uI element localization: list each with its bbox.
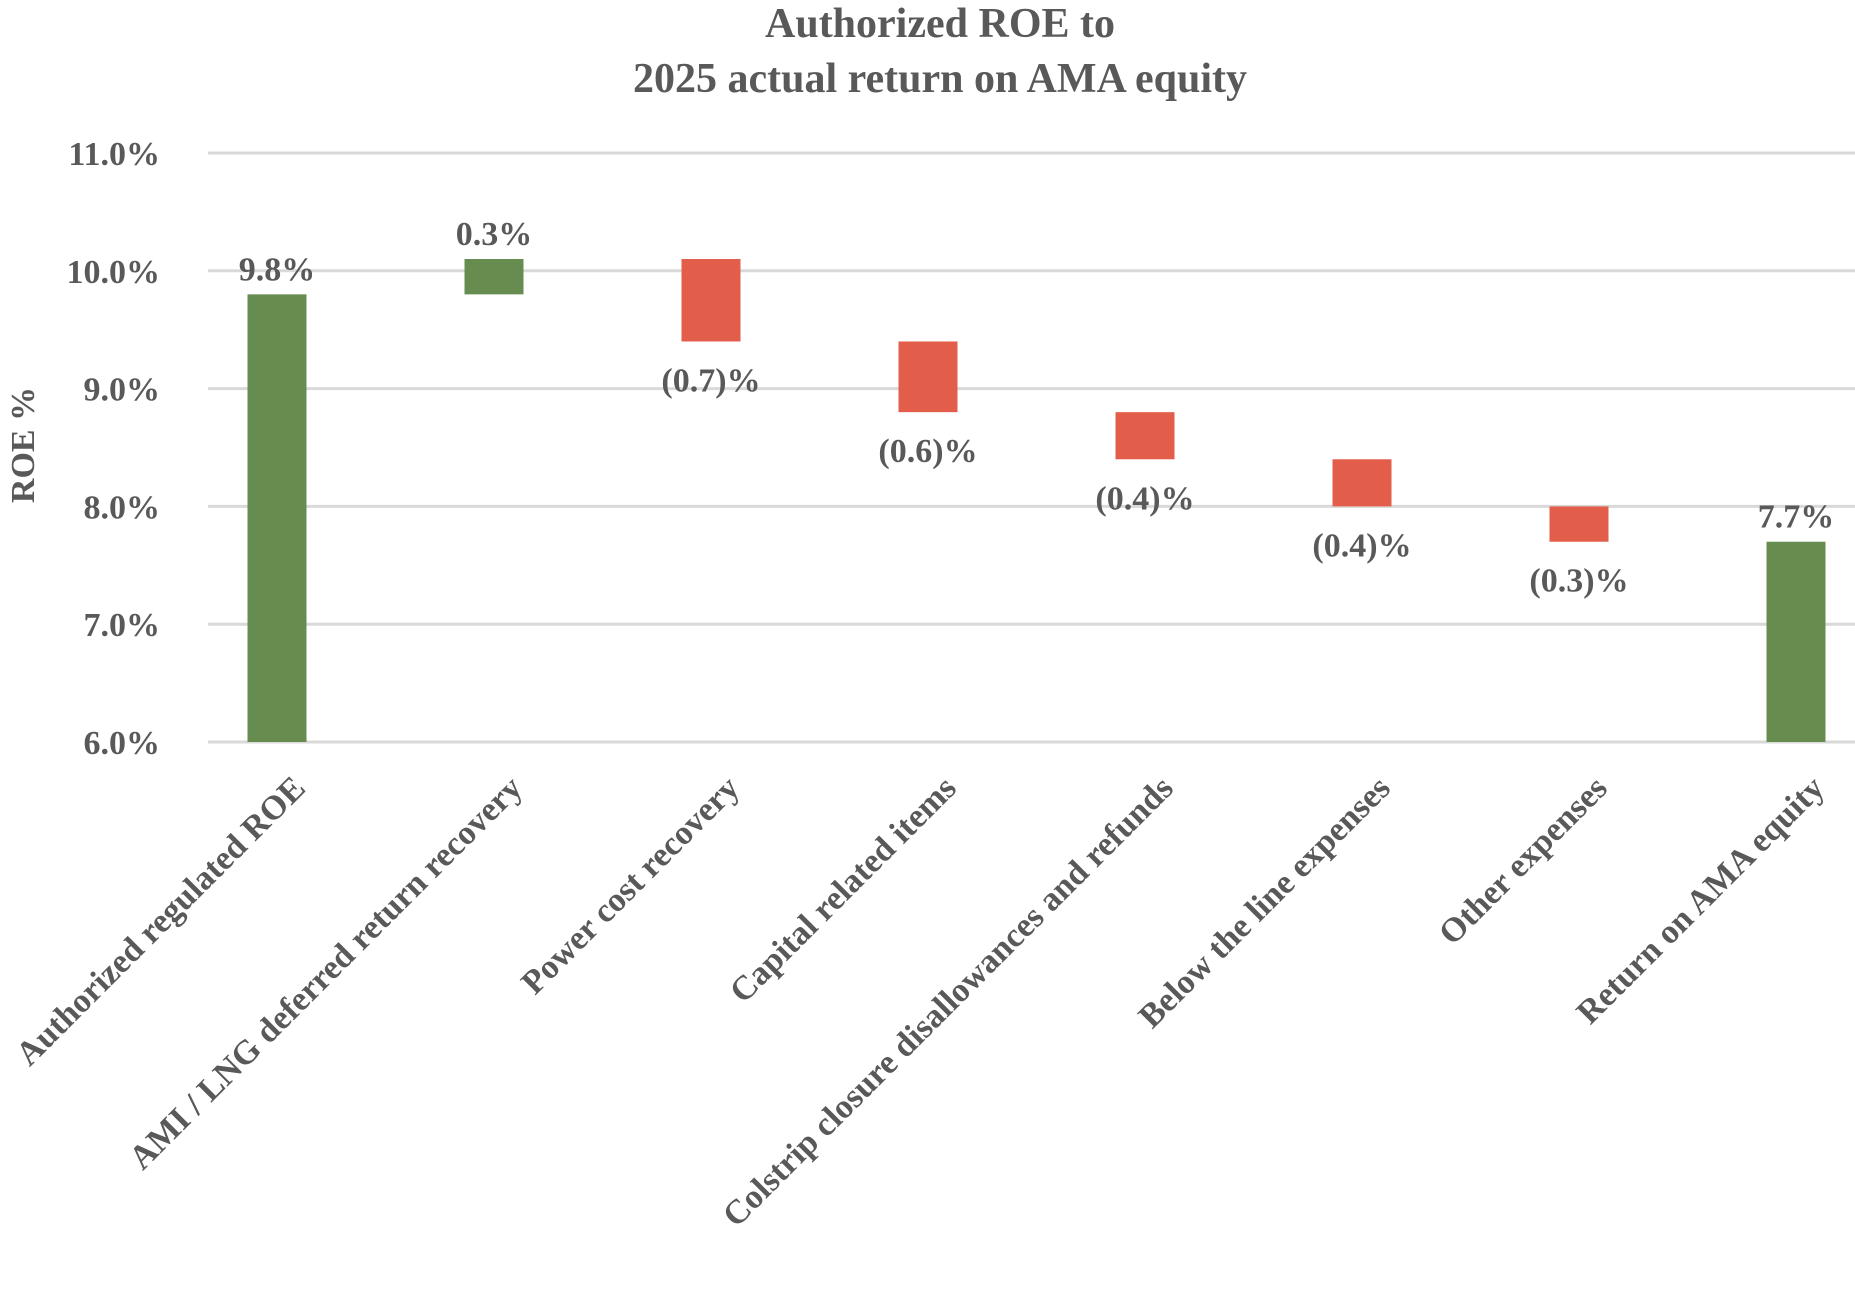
data-label: (0.4)% (1095, 480, 1194, 517)
data-label: (0.4)% (1312, 527, 1411, 564)
y-tick-label: 9.0% (84, 372, 161, 409)
data-label: 0.3% (456, 216, 533, 253)
chart-title-line-1: Authorized ROE to (765, 1, 1115, 47)
decrease-bar (1549, 506, 1609, 542)
data-label: (0.6)% (878, 433, 977, 470)
data-label: 9.8% (239, 251, 316, 288)
data-labels: 9.8% 0.3% (0.7)% (0.6)% (0.4)% (0.4)% (0.3)% 7.… (239, 216, 1835, 600)
decrease-bar (681, 259, 741, 342)
data-label: 7.7% (1758, 499, 1835, 536)
y-tick-label: 10.0% (67, 254, 161, 291)
category-label: Power cost recovery (514, 769, 746, 1001)
total-bar (247, 294, 307, 742)
y-tick-label: 6.0% (84, 725, 161, 762)
data-label: (0.3)% (1529, 563, 1628, 600)
chart-title-line-2: 2025 actual return on AMA equity (633, 56, 1247, 102)
total-bar (1766, 541, 1826, 742)
decrease-bar (1115, 412, 1175, 460)
y-tick-label: 11.0% (68, 136, 160, 173)
increase-bar (464, 259, 524, 295)
category-label: Other expenses (1432, 769, 1615, 952)
category-label: Capital related items (723, 769, 964, 1010)
category-label: AMI / LNG deferred return recovery (122, 769, 529, 1176)
y-axis-ticks: 6.0% 7.0% 8.0% 9.0% 10.0% 11.0% (67, 136, 161, 762)
decrease-bar (1332, 459, 1392, 507)
y-tick-label: 7.0% (84, 607, 161, 644)
category-label: Below the line expenses (1132, 769, 1398, 1035)
category-label: Return on AMA equity (1570, 769, 1832, 1031)
bars (247, 259, 1826, 742)
decrease-bar (898, 341, 958, 413)
y-axis-title: ROE % (5, 387, 42, 503)
data-label: (0.7)% (661, 362, 760, 399)
category-label: Colstrip closure disallowances and refun… (716, 769, 1181, 1234)
chart-title: Authorized ROE to 2025 actual return on … (633, 1, 1247, 102)
y-tick-label: 8.0% (84, 489, 161, 526)
